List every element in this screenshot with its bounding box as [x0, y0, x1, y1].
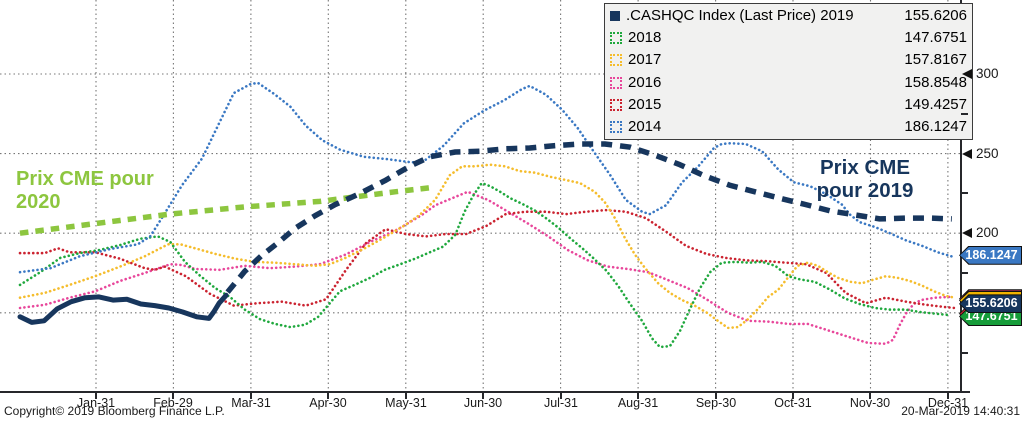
x-tick-label-Mar-31: Mar-31: [231, 396, 271, 410]
annotation-cme-2019-line2: pour 2019: [816, 179, 914, 202]
legend-row-2014[interactable]: 2014 186.1247: [610, 117, 967, 137]
x-tick-label-Feb-29: Feb-29: [153, 396, 193, 410]
series-line-2015: [18, 208, 957, 310]
legend-label-2019: .CASHQC Index (Last Price) 2019: [626, 7, 854, 25]
legend-row-2019[interactable]: .CASHQC Index (Last Price) 2019 155.6206: [610, 6, 967, 26]
dotted-square-icon: [610, 98, 622, 111]
legend-value-2014: 186.1247: [904, 117, 967, 135]
legend-label-2016: 2016: [628, 73, 662, 91]
x-tick-Jul-31: [560, 393, 562, 399]
y-axis-label-250: 250: [976, 146, 999, 161]
legend-row-2017[interactable]: 2017 157.8167: [610, 50, 967, 70]
x-tick-Sep-30: [715, 393, 717, 399]
y-minor-tick-125: [961, 352, 968, 354]
series-line-cme-2020-futures: [19, 185, 431, 236]
x-tick-Oct-31: [792, 393, 794, 399]
y-axis-label-300: 300: [976, 66, 999, 81]
legend-row-2018[interactable]: 2018 147.6751: [610, 28, 967, 48]
dotted-square-icon: [610, 54, 622, 67]
series-line-2017: [18, 163, 957, 330]
x-tick-label-May-31: May-31: [385, 396, 427, 410]
legend-label-2017: 2017: [628, 51, 662, 69]
x-tick-label-Oct-31: Oct-31: [774, 396, 812, 410]
dotted-square-icon: [610, 76, 622, 89]
annotation-cme-2019: Prix CME pour 2019: [798, 156, 932, 202]
axis-price-tag-155.6206: 155.6206: [959, 294, 1022, 314]
x-tick-Mar-31: [250, 393, 252, 399]
x-axis-line: [0, 391, 970, 393]
series-line-2018: [18, 181, 952, 349]
x-tick-label-Jun-30: Jun-30: [463, 396, 503, 410]
legend-label-2014: 2014: [628, 117, 662, 135]
x-tick-label-Apr-30: Apr-30: [309, 396, 347, 410]
legend-value-2017: 157.8167: [904, 51, 967, 69]
copyright-text: Copyright© 2019 Bloomberg Finance L.P.: [4, 404, 225, 418]
legend-value-2019: 155.6206: [904, 7, 967, 25]
x-tick-May-31: [405, 393, 407, 399]
series-line-2019: [17, 292, 229, 325]
y-axis-line: [960, 0, 962, 393]
y-minor-tick-175: [961, 272, 968, 274]
x-tick-Nov-30: [869, 393, 871, 399]
x-tick-label-Nov-30: Nov-30: [849, 396, 891, 410]
timestamp-text: 20-Mar-2019 14:40:31: [901, 404, 1020, 418]
annotation-cme-2020-line1: Prix CME pour: [16, 168, 154, 190]
annotation-cme-2019-line1: Prix CME: [820, 156, 910, 179]
y-minor-tick-225: [961, 192, 968, 194]
axis-price-tag-value: 186.1247: [960, 246, 1021, 264]
axis-price-tag-186.1247: 186.1247: [959, 245, 1022, 265]
dotted-square-icon: [610, 120, 622, 133]
x-tick-Aug-31: [637, 393, 639, 399]
y-major-arrow-200: [962, 228, 972, 238]
x-tick-Feb-29: [172, 393, 174, 399]
x-tick-label-Aug-31: Aug-31: [617, 396, 659, 410]
x-tick-label-Jan-31: Jan-31: [76, 396, 116, 410]
legend-row-2015[interactable]: 2015 149.4257: [610, 95, 967, 115]
legend-value-2018: 147.6751: [904, 29, 967, 47]
legend-value-2016: 158.8548: [904, 73, 967, 91]
annotation-cme-2020-line2: 2020: [16, 191, 61, 213]
axis-price-tag-value: 155.6206: [960, 295, 1021, 313]
annotation-cme-2020: Prix CME pour 2020: [16, 168, 154, 214]
x-tick-label-Sep-30: Sep-30: [695, 396, 737, 410]
x-tick-Dec-31: [947, 393, 949, 399]
legend-label-2018: 2018: [628, 29, 662, 47]
y-axis-label-200: 200: [976, 225, 999, 240]
x-tick-Apr-30: [327, 393, 329, 399]
x-tick-Jun-30: [482, 393, 484, 399]
series-line-cme-2019-futures: [225, 141, 952, 294]
legend-box: .CASHQC Index (Last Price) 2019 155.6206 2…: [604, 3, 973, 140]
y-minor-tick-275: [961, 113, 968, 115]
legend-value-2015: 149.4257: [904, 95, 967, 113]
x-tick-label-Jul-31: Jul-31: [543, 396, 579, 410]
y-major-arrow-300: [962, 69, 972, 79]
dotted-square-icon: [610, 32, 622, 45]
x-tick-label-Dec-31: Dec-31: [927, 396, 969, 410]
x-tick-Jan-31: [95, 393, 97, 399]
filled-square-icon: [610, 11, 620, 22]
legend-row-2016[interactable]: 2016 158.8548: [610, 73, 967, 93]
y-major-arrow-250: [962, 149, 972, 159]
legend-label-2015: 2015: [628, 95, 662, 113]
